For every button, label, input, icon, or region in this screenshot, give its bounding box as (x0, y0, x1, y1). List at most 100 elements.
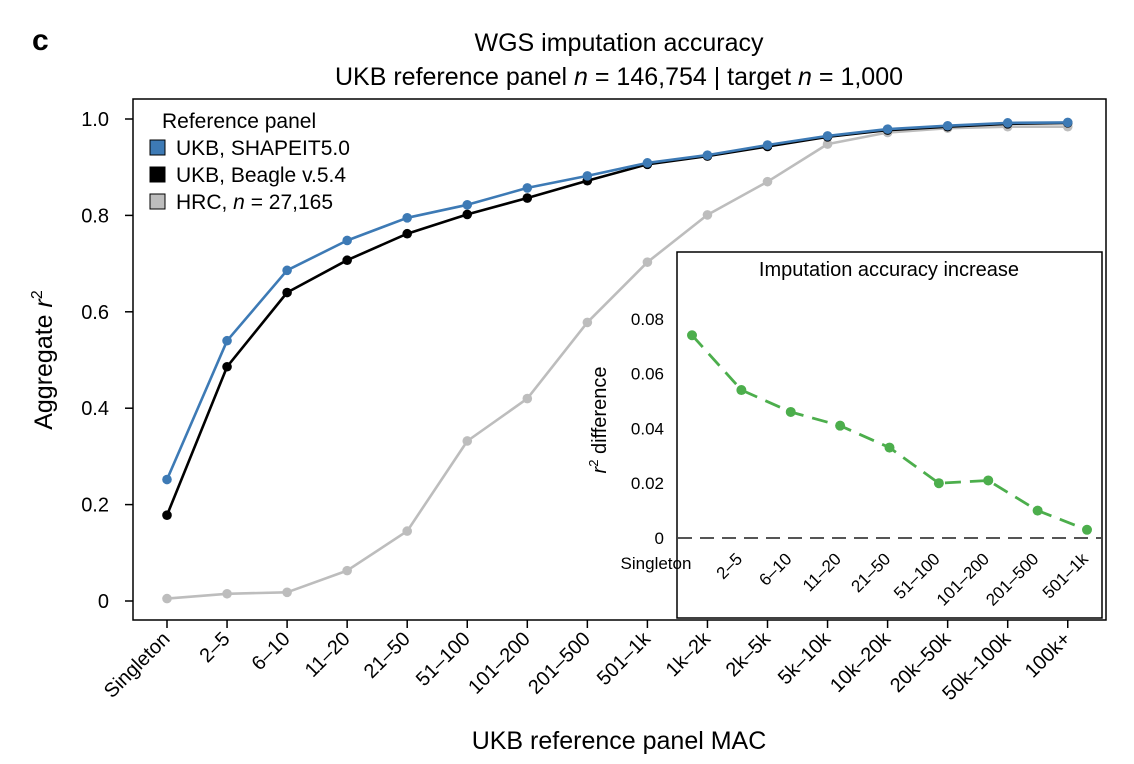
inset-y-tick-label: 0.08 (631, 310, 664, 329)
inset-y-tick-label: 0 (655, 529, 664, 548)
data-point-shapeit (162, 474, 172, 485)
main-x-tick-label: 10k–20k (826, 627, 896, 697)
inset-y-axis: 0 0.02 0.04 0.06 0.08 (631, 310, 1101, 548)
inset-frame (676, 251, 1103, 619)
data-point-beagle (462, 209, 473, 220)
inset-x-tick-label: Singleton (621, 554, 692, 573)
subtitle-part1: UKB reference panel (335, 63, 574, 91)
data-point-beagle (282, 287, 292, 298)
main-x-tick-label: 201–500 (524, 628, 595, 699)
data-point-hrc (762, 176, 773, 187)
data-point-shapeit (1002, 118, 1013, 128)
legend-label-hrc: HRC, n = 27,165 (176, 191, 333, 214)
data-point-shapeit (402, 213, 413, 223)
main-y-tick-label: 0.8 (81, 205, 109, 227)
data-point-hrc (282, 587, 292, 598)
inset-title: Imputation accuracy increase (759, 259, 1019, 281)
data-point-shapeit (882, 124, 893, 134)
data-point-beagle (522, 193, 533, 203)
main-ylabel-text: Aggregate (30, 307, 58, 429)
main-ylabel-sup: 2 (29, 290, 46, 299)
data-point-shapeit (462, 199, 473, 210)
data-point-shapeit (342, 235, 352, 246)
data-point-hrc (822, 139, 833, 149)
data-point-hrc (642, 257, 653, 267)
panel-letter: c (32, 24, 49, 57)
series-shapeit (162, 117, 1073, 485)
inset-data-point (1082, 524, 1092, 535)
data-point-hrc (222, 588, 232, 599)
data-point-beagle (402, 228, 413, 239)
inset-y-tick-label: 0.02 (631, 474, 664, 493)
legend-label-beagle: UKB, Beagle v.5.4 (176, 164, 346, 187)
main-x-tick-label: 6–10 (248, 628, 295, 675)
main-x-tick-label: 100k+ (1021, 628, 1075, 682)
data-point-hrc (342, 565, 352, 576)
main-y-tick-label: 0 (98, 591, 109, 613)
data-point-beagle (162, 510, 172, 521)
main-x-tick-label: 101–200 (464, 628, 535, 699)
data-point-shapeit (522, 183, 533, 193)
main-x-tick-label: 2–5 (195, 628, 234, 667)
inset-data-point (835, 420, 846, 431)
data-point-shapeit (702, 150, 713, 160)
data-point-shapeit (762, 140, 773, 150)
main-x-tick-label: 501–1k (593, 627, 656, 690)
main-x-axis-label: UKB reference panel MAC (472, 727, 767, 755)
data-point-beagle (222, 361, 232, 372)
legend-swatch-hrc (149, 193, 166, 210)
legend-hrc-suffix: = 27,165 (245, 191, 333, 214)
main-y-axis-label: Aggregate r2 (29, 290, 58, 430)
legend-title: Reference panel (162, 110, 316, 133)
inset-data-point (736, 385, 747, 396)
data-point-shapeit (822, 131, 833, 141)
legend-hrc-prefix: HRC, (176, 191, 233, 214)
data-point-hrc (402, 526, 413, 536)
inset-series-group (687, 330, 1092, 535)
data-point-shapeit (222, 335, 232, 346)
inset-data-point (785, 406, 796, 417)
main-y-tick-label: 0.2 (81, 495, 109, 517)
subtitle-part3: = 1,000 (812, 63, 903, 91)
main-y-tick-label: 0.4 (81, 398, 109, 420)
inset-data-point (983, 475, 994, 486)
inset-data-point (884, 442, 895, 453)
data-point-shapeit (582, 171, 593, 181)
main-x-tick-label: 11–20 (301, 628, 355, 682)
data-point-beagle (342, 255, 352, 266)
main-x-tick-label: Singleton (100, 628, 175, 703)
series-line-hrc (166, 125, 1068, 600)
legend-hrc-var: n (233, 191, 245, 214)
main-series-group (162, 117, 1073, 604)
chart-title: WGS imputation accuracy (475, 29, 764, 57)
inset-ylabel-var: r (589, 465, 611, 473)
subtitle-n2: n (798, 63, 812, 91)
inset-data-point (687, 330, 697, 341)
inset-ylabel-text: difference (589, 367, 611, 460)
data-point-shapeit (642, 158, 653, 168)
series-line-shapeit (165, 121, 1068, 481)
main-ylabel-var: r (30, 297, 58, 307)
subtitle-n1: n (574, 63, 588, 91)
data-point-hrc (702, 210, 713, 220)
legend-swatch-shapeit (149, 139, 166, 156)
inset-ylabel-sup: 2 (586, 460, 601, 467)
inset-y-tick-label: 0.04 (631, 419, 664, 438)
inset-y-tick-label: 0.06 (631, 365, 664, 384)
legend-label-shapeit: UKB, SHAPEIT5.0 (176, 137, 350, 160)
subtitle-part2: = 146,754 | target (588, 63, 798, 91)
main-y-tick-label: 1.0 (81, 109, 109, 131)
main-x-axis: Singleton 2–5 6–10 11–20 21–5051–100101–2002… (100, 620, 1075, 705)
main-y-tick-label: 0.6 (81, 302, 109, 324)
inset-data-point (1032, 505, 1043, 516)
main-plot-frame (132, 98, 1107, 621)
inset-series-difference (687, 330, 1092, 535)
legend-swatch-beagle (149, 166, 166, 183)
legend: Reference panel UKB, SHAPEIT5.0 UKB, Bea… (149, 110, 350, 214)
data-point-hrc (582, 317, 593, 328)
inset-y-axis-label: r2 difference (586, 367, 611, 474)
data-point-shapeit (282, 265, 292, 276)
data-point-hrc (522, 393, 533, 404)
main-y-axis: 0 0.2 0.4 0.6 0.8 1.0 (81, 109, 133, 613)
